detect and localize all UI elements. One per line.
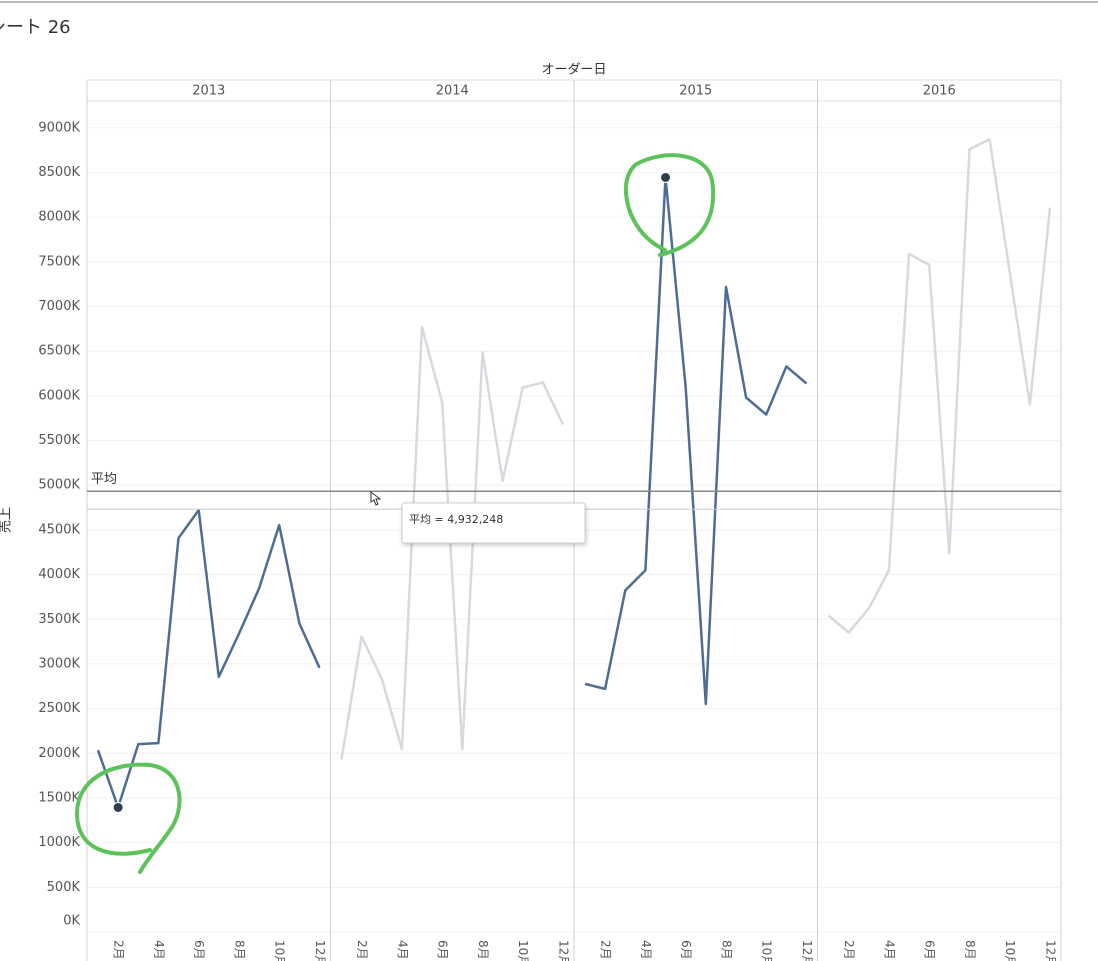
x-tick-label: 6月 — [436, 940, 450, 960]
y-tick-label: 8500K — [38, 165, 80, 180]
x-tick-label: 8月 — [963, 940, 977, 960]
chart-title: シート 26 — [0, 17, 71, 38]
x-tick-label: 6月 — [679, 940, 693, 960]
x-tick-label: 2月 — [599, 940, 613, 960]
x-tick-label: 4月 — [639, 940, 653, 960]
y-tick-label: 0K — [63, 914, 80, 929]
x-tick-label: 12月 — [1044, 940, 1058, 961]
y-tick-label: 4500K — [38, 522, 80, 537]
x-tick-label: 2月 — [355, 940, 369, 960]
x-tick-label: 8月 — [476, 940, 490, 960]
x-tick-label: 8月 — [719, 940, 733, 960]
x-tick-label: 12月 — [800, 940, 814, 961]
y-tick-label: 9000K — [38, 120, 80, 135]
y-axis-title: 売上 — [0, 507, 14, 533]
x-tick-label: 6月 — [192, 940, 206, 960]
reference-label: 平均 — [91, 472, 117, 487]
x-tick-label: 8月 — [232, 940, 246, 960]
series-line — [340, 325, 565, 760]
panel-header: 2013 — [192, 84, 225, 99]
x-tick-label: 12月 — [557, 940, 571, 961]
series-line — [96, 508, 321, 809]
tooltip-box — [401, 502, 586, 544]
y-tick-label: 3500K — [38, 612, 80, 627]
highlight-point — [112, 801, 124, 813]
y-tick-label: 5000K — [38, 478, 80, 493]
y-tick-label: 2000K — [38, 746, 80, 761]
cursor — [370, 490, 382, 506]
x-tick-label: 12月 — [313, 940, 327, 961]
grid: 0K 500K 1000K 1500K 2000K 2500K 3000K 3500K 4000… — [38, 79, 1062, 961]
panel-header: 2016 — [923, 84, 956, 99]
x-tick-label: 4月 — [882, 940, 896, 960]
y-tick-label: 4000K — [38, 567, 80, 582]
x-tick-label: 4月 — [152, 940, 166, 960]
highlight-point — [660, 171, 672, 183]
y-tick-label: 500K — [47, 880, 81, 895]
y-tick-label: 3000K — [38, 656, 80, 671]
x-tick-label: 10月 — [516, 940, 530, 961]
panel-header: 2015 — [679, 84, 712, 99]
tooltip-text: 平均 = 4,932,248 — [409, 513, 503, 526]
series-line — [827, 138, 1052, 634]
y-tick-label: 7500K — [38, 254, 80, 269]
x-tick-label: 10月 — [1003, 940, 1017, 961]
x-tick-label: 10月 — [273, 940, 287, 961]
x-tick-label: 2月 — [112, 940, 126, 960]
x-tick-label: 6月 — [923, 940, 937, 960]
y-tick-label: 1000K — [38, 835, 80, 850]
x-tick-label: 10月 — [760, 940, 774, 961]
x-axis-title: オーダー日 — [541, 63, 606, 78]
x-tick-label: 2月 — [842, 940, 856, 960]
y-tick-label: 7000K — [38, 299, 80, 314]
y-tick-label: 6500K — [38, 344, 80, 359]
annotations — [74, 153, 716, 874]
tooltip: 平均 = 4,932,248 — [401, 502, 586, 544]
series-line — [584, 176, 808, 706]
y-tick-label: 6000K — [38, 388, 80, 403]
y-tick-label: 2500K — [38, 701, 80, 716]
y-tick-label: 8000K — [38, 210, 80, 225]
y-tick-label: 5500K — [38, 433, 80, 448]
x-tick-label: 4月 — [395, 940, 409, 960]
y-tick-label: 1500K — [38, 790, 80, 805]
panel-header: 2014 — [436, 84, 469, 99]
